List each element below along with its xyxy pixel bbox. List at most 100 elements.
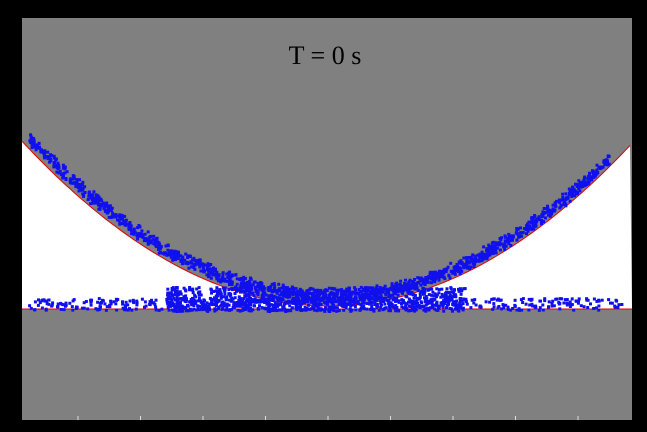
particle <box>352 303 356 307</box>
particle <box>427 299 430 303</box>
particle <box>145 239 149 243</box>
particle <box>418 306 422 309</box>
particle <box>477 259 481 263</box>
particle <box>79 183 83 187</box>
particle <box>597 299 601 303</box>
particle <box>225 295 229 299</box>
particle <box>259 283 263 287</box>
particle <box>123 214 127 218</box>
particle <box>218 278 222 282</box>
particle <box>592 174 596 178</box>
particle <box>138 232 142 236</box>
particle <box>103 204 107 208</box>
particle <box>324 288 328 292</box>
particle <box>339 300 343 304</box>
particle <box>546 210 550 214</box>
particle <box>273 285 277 288</box>
particle <box>473 254 477 258</box>
particle <box>400 302 403 305</box>
particle <box>319 307 323 311</box>
particle <box>177 308 181 312</box>
particle <box>406 286 410 290</box>
particle <box>437 288 441 292</box>
particle <box>327 298 331 302</box>
particle <box>340 293 344 297</box>
particle <box>109 299 113 303</box>
particle <box>462 256 466 260</box>
particle <box>370 304 374 308</box>
particle <box>579 185 583 189</box>
particle <box>389 309 392 313</box>
particle <box>496 297 500 301</box>
particle <box>271 299 275 302</box>
particle <box>524 228 528 232</box>
particle <box>328 296 332 300</box>
particle <box>280 297 284 301</box>
particle <box>437 278 441 281</box>
particle <box>179 254 183 258</box>
particle <box>527 308 531 312</box>
particle <box>408 287 412 291</box>
particle <box>89 196 93 200</box>
particle <box>430 293 434 297</box>
particle <box>381 290 385 294</box>
particle <box>114 215 117 219</box>
particle <box>173 287 177 291</box>
particle <box>243 290 247 294</box>
particle <box>305 308 309 312</box>
particle <box>552 304 556 308</box>
particle <box>394 304 398 308</box>
particle <box>555 199 558 203</box>
particle <box>229 308 232 312</box>
particle <box>435 287 439 291</box>
particle <box>112 214 116 218</box>
particle <box>478 252 482 256</box>
particle <box>551 207 555 211</box>
particle <box>225 272 229 276</box>
particle <box>239 303 243 307</box>
particle <box>592 307 596 310</box>
particle <box>288 292 291 296</box>
particle <box>432 303 436 307</box>
particle <box>312 302 316 306</box>
particle <box>421 277 425 281</box>
particle <box>308 307 312 311</box>
particle <box>96 307 100 311</box>
particle <box>88 192 92 196</box>
particle <box>56 161 60 165</box>
particle <box>165 301 169 305</box>
particle <box>227 277 231 280</box>
particle <box>239 287 242 291</box>
particle <box>260 286 264 290</box>
particle <box>527 225 531 228</box>
particle <box>341 295 345 299</box>
particle <box>123 308 126 312</box>
particle <box>126 303 130 307</box>
particle <box>491 297 495 301</box>
particle <box>82 306 86 310</box>
particle <box>368 289 372 293</box>
particle <box>528 303 532 307</box>
particle <box>589 177 593 181</box>
particle <box>286 288 290 292</box>
particle <box>173 298 177 302</box>
particle <box>281 283 285 287</box>
particle <box>583 175 587 179</box>
particle <box>376 304 379 308</box>
particle <box>335 292 339 296</box>
particle <box>413 278 416 281</box>
particle <box>540 213 544 217</box>
particle <box>516 227 520 231</box>
particle <box>242 297 246 300</box>
particle <box>186 254 190 258</box>
particle <box>503 235 507 239</box>
particle <box>582 177 586 181</box>
particle <box>433 307 437 311</box>
particle <box>151 238 155 242</box>
particle <box>461 308 465 312</box>
particle <box>208 267 212 271</box>
particle <box>260 300 264 304</box>
particle <box>428 272 432 276</box>
particle <box>207 306 211 310</box>
particle <box>531 304 535 308</box>
